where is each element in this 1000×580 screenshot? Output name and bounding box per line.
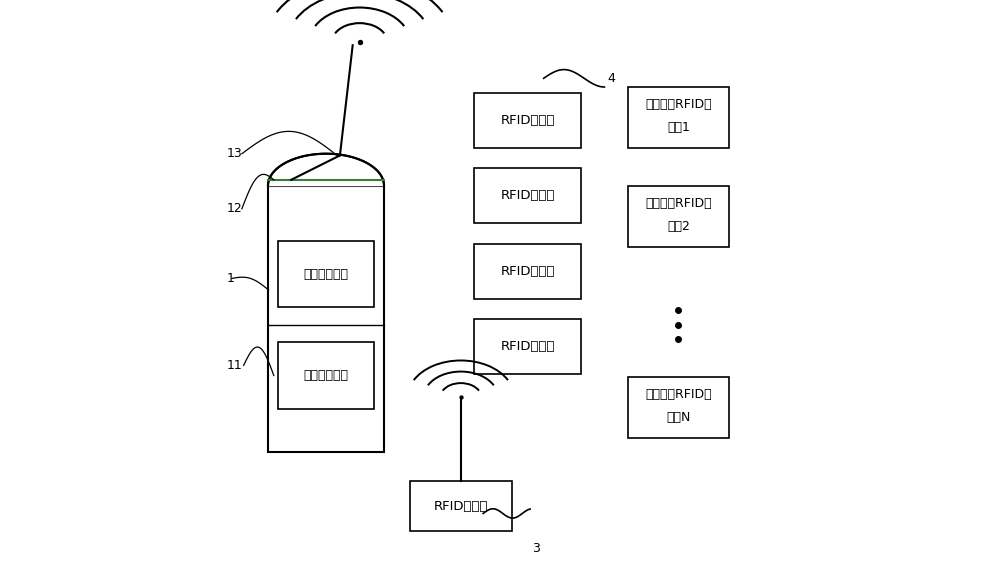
Text: 物哈1: 物哈1	[667, 121, 690, 135]
Bar	[278, 241, 374, 307]
Bar	[628, 186, 729, 246]
Bar	[278, 342, 374, 409]
Text: 12: 12	[226, 202, 242, 215]
Bar	[474, 93, 581, 148]
Text: RFID阅读器: RFID阅读器	[500, 340, 555, 353]
Bar	[474, 244, 581, 299]
Text: 1: 1	[226, 272, 234, 285]
Text: 中央处理芯片: 中央处理芯片	[304, 267, 349, 281]
Text: RFID阅读器: RFID阅读器	[500, 189, 555, 202]
Text: RFID阅读器: RFID阅读器	[500, 264, 555, 278]
Bar	[474, 319, 581, 374]
Text: 信息输入电路: 信息输入电路	[304, 369, 349, 382]
Bar	[628, 87, 729, 148]
Text: RFID中继器: RFID中继器	[434, 499, 488, 513]
Text: 4: 4	[607, 72, 615, 85]
Bar	[410, 481, 512, 531]
Text: 设有有源RFID的: 设有有源RFID的	[645, 197, 712, 210]
Text: 设有有源RFID的: 设有有源RFID的	[645, 98, 712, 111]
Text: RFID阅读器: RFID阅读器	[500, 114, 555, 127]
Text: 物哈2: 物哈2	[667, 220, 690, 233]
Text: 13: 13	[226, 147, 242, 160]
Bar	[628, 377, 729, 438]
Text: 物哈N: 物哈N	[666, 411, 691, 425]
Bar	[474, 168, 581, 223]
Bar	[268, 186, 384, 452]
Text: 3: 3	[532, 542, 540, 554]
Text: 设有有源RFID的: 设有有源RFID的	[645, 388, 712, 401]
Text: 11: 11	[226, 359, 242, 372]
Polygon shape	[268, 154, 384, 186]
